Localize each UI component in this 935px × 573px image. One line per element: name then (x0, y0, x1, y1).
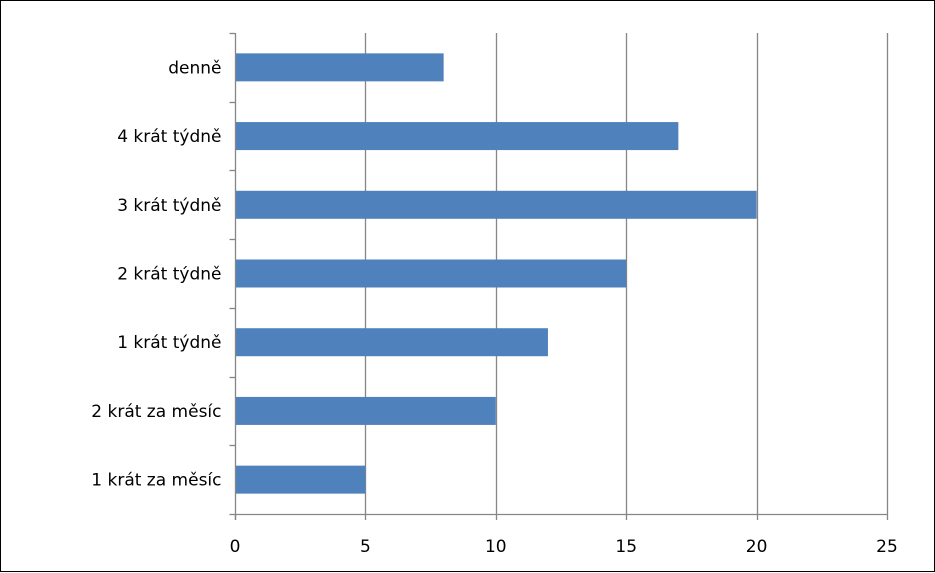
category-label: 1 krát za měsíc (91, 471, 221, 491)
x-tick-label: 20 (746, 537, 768, 557)
bar-denně (235, 53, 444, 82)
x-tick-label: 15 (615, 537, 637, 557)
category-label: 4 krát týdně (117, 127, 221, 147)
x-tick-label: 0 (230, 537, 241, 557)
category-label: 1 krát týdně (117, 333, 221, 353)
category-labels: 1 krát za měsíc 2 krát za měsíc 1 krát týd… (91, 58, 221, 490)
x-tick-label: 5 (360, 537, 371, 557)
x-tick-label: 10 (485, 537, 507, 557)
gridlines (364, 33, 889, 514)
category-label: denně (168, 58, 221, 78)
category-label: 2 krát za měsíc (91, 402, 221, 422)
axes (229, 32, 889, 520)
x-tick-label: 25 (876, 537, 898, 557)
bar-1-krát-za-měsíc (235, 465, 366, 494)
bars (235, 53, 757, 494)
value-tick-labels: 0 5 10 15 20 25 (230, 537, 898, 557)
bar-4-krát-týdně (235, 122, 679, 151)
category-label: 3 krát týdně (117, 196, 221, 216)
category-label: 2 krát týdně (117, 265, 221, 285)
bar-2-krát-týdně (235, 259, 627, 288)
bar-3-krát-týdně (235, 190, 757, 219)
bar-2-krát-za-měsíc (235, 396, 496, 425)
bar-1-krát-týdně (235, 328, 548, 357)
